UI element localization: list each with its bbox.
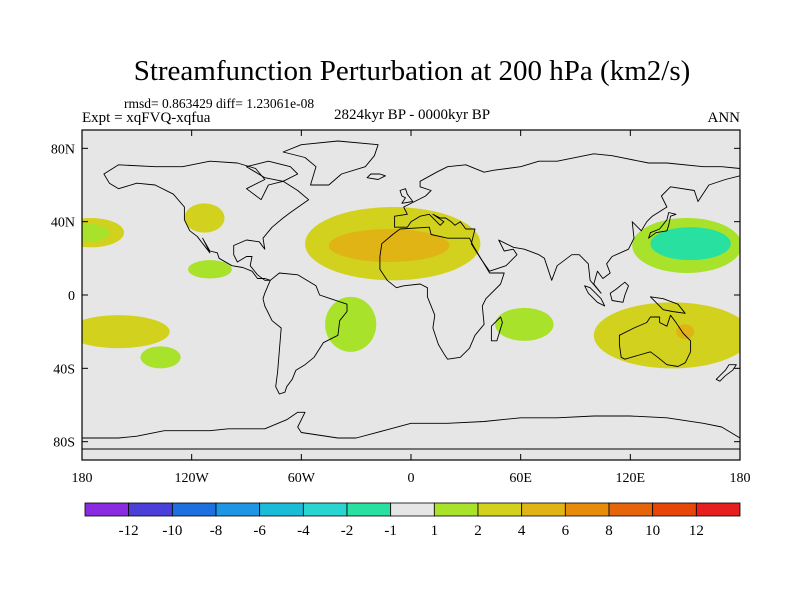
colorbar-swatch <box>215 502 261 517</box>
coastline-greenland <box>282 140 379 186</box>
anomaly-gulf-mexico <box>188 260 232 279</box>
colorbar-label: -6 <box>253 523 266 539</box>
plot-background <box>82 130 740 460</box>
colorbar-label: -10 <box>162 523 182 539</box>
colorbar-label: 4 <box>518 523 526 539</box>
x-tick-label: 0 <box>408 471 415 486</box>
anomaly-australia-core <box>676 324 695 339</box>
anomaly-south-pacific-band <box>82 315 170 349</box>
anomaly-madagascar <box>495 307 554 341</box>
x-tick-label: 60E <box>509 471 532 486</box>
colorbar-label: 12 <box>689 523 704 539</box>
y-tick-label: 40N <box>51 216 75 231</box>
anomaly-western-us <box>184 203 225 233</box>
x-tick-label: 120W <box>175 471 210 486</box>
anomaly-layer <box>82 203 740 369</box>
colorbar-label: 1 <box>431 523 439 539</box>
colorbar-swatch <box>521 502 566 517</box>
colorbar-swatch <box>695 502 741 517</box>
colorbar-label: -1 <box>384 523 397 539</box>
colorbar-swatch <box>477 502 523 517</box>
anomaly-south-pacific-small <box>140 346 181 369</box>
colorbar-label: -12 <box>119 523 139 539</box>
coastline-australia <box>618 314 692 367</box>
colorbar-swatch <box>608 502 654 517</box>
coastline-baffin <box>246 160 299 182</box>
y-tick-label: 0 <box>68 289 75 304</box>
colorbar-label: 8 <box>605 523 613 539</box>
coastline-borneo <box>609 281 629 303</box>
anomaly-north-pacific-east-inner <box>82 223 110 242</box>
x-tick-label: 180 <box>72 471 93 486</box>
colorbar-label: 10 <box>645 523 660 539</box>
colorbar-swatch <box>171 502 217 517</box>
colorbar-label: 6 <box>562 523 570 539</box>
colorbar-swatch <box>564 502 610 517</box>
coastline-antarctica <box>82 411 740 450</box>
coastline-africa <box>379 226 505 360</box>
y-tick-label: 80N <box>51 142 75 157</box>
coastline-new-zealand <box>715 364 737 382</box>
colorbar: -12 -10 -8 -6 -4 -2 -1 1 2 4 6 8 10 12 <box>84 502 741 539</box>
coastline-iceland <box>366 173 386 180</box>
x-tick-label: 180 <box>730 471 751 486</box>
colorbar-swatch <box>390 502 435 517</box>
coastline-japan <box>648 212 677 239</box>
anomaly-australia <box>593 302 740 369</box>
coastline-layer <box>82 140 740 450</box>
colorbar-swatch <box>652 502 697 517</box>
x-tick-label: 60W <box>288 471 316 486</box>
anomaly-kuroshio-core <box>650 227 731 261</box>
colorbar-swatch <box>302 502 348 517</box>
colorbar-label: -8 <box>210 523 223 539</box>
period-label: 2824kyr BP - 0000kyr BP <box>334 107 490 123</box>
anomaly-south-atlantic <box>325 296 377 352</box>
experiment-label: Expt = xqFVQ-xqfua <box>82 110 211 126</box>
season-label: ANN <box>708 110 741 126</box>
y-tick-label: 80S <box>53 436 75 451</box>
axes-layer: 180 120W 60W 0 60E 120E 180 80N 40N 0 40S 80S <box>51 130 751 486</box>
colorbar-label: -2 <box>341 523 354 539</box>
x-tick-label: 120E <box>616 471 646 486</box>
colorbar-label: 2 <box>474 523 482 539</box>
coastline-britain <box>399 188 414 204</box>
colorbar-swatch <box>128 502 173 517</box>
coastline-north-america <box>103 160 310 281</box>
coastline-madagascar <box>490 316 503 342</box>
colorbar-label: -4 <box>297 523 310 539</box>
colorbar-swatch <box>346 502 392 517</box>
coastline-new-guinea <box>649 296 686 314</box>
y-tick-label: 40S <box>53 362 75 377</box>
chart-title: Streamfunction Perturbation at 200 hPa (… <box>134 55 691 87</box>
colorbar-swatch <box>433 502 479 517</box>
stats-line: rmsd= 0.863429 diff= 1.23061e-08 <box>124 96 314 111</box>
colorbar-swatch <box>84 502 130 517</box>
coastline-eurasia <box>394 153 740 294</box>
colorbar-swatch <box>259 502 304 517</box>
coastline-sumatra <box>584 285 606 307</box>
anomaly-atlantic-africa-core <box>328 229 450 262</box>
coastline-south-america <box>262 272 348 395</box>
